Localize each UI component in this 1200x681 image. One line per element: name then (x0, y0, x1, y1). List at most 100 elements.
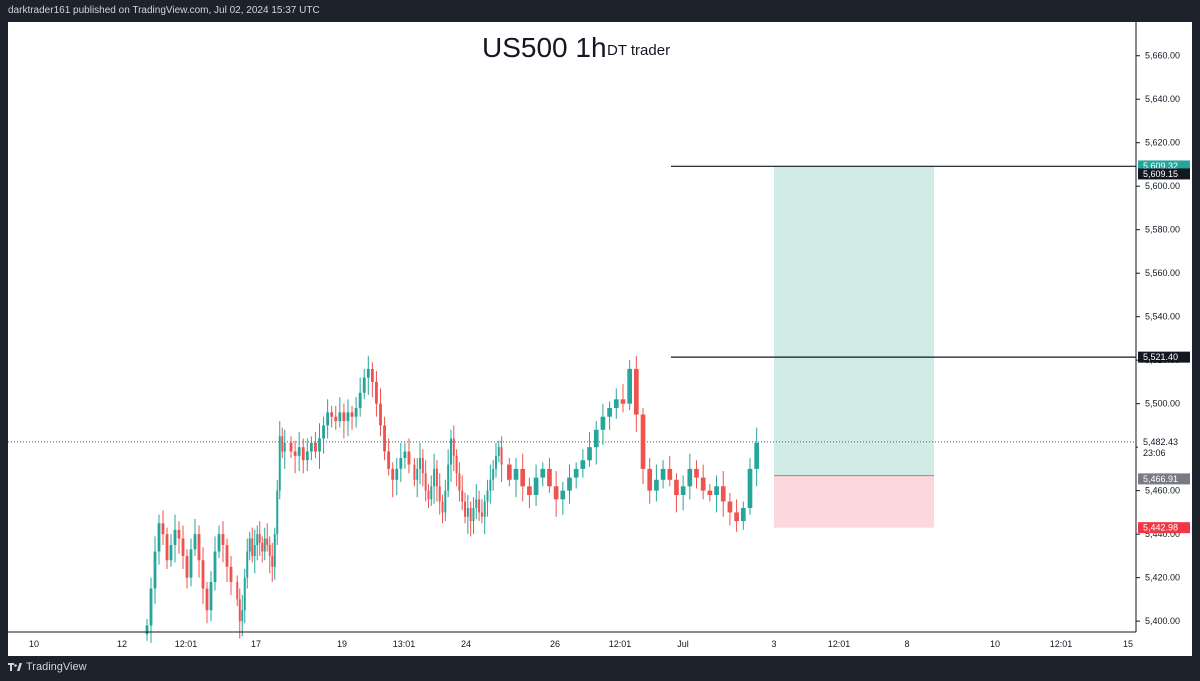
candle[interactable] (464, 492, 467, 524)
candle[interactable] (297, 431, 301, 472)
candle[interactable] (567, 464, 572, 504)
candle[interactable] (419, 442, 422, 485)
current-price-tag[interactable] (1138, 436, 1190, 459)
candle[interactable] (338, 397, 342, 428)
candle[interactable] (600, 403, 606, 445)
candle[interactable] (314, 431, 317, 459)
candle[interactable] (435, 460, 438, 502)
candle[interactable] (322, 416, 325, 454)
candle[interactable] (189, 538, 193, 587)
candle[interactable] (654, 464, 659, 502)
candle[interactable] (330, 405, 334, 428)
candle[interactable] (727, 492, 733, 526)
candle[interactable] (674, 473, 679, 513)
candle[interactable] (305, 438, 309, 472)
candle[interactable] (580, 449, 586, 478)
candle[interactable] (173, 514, 177, 563)
candle[interactable] (469, 501, 472, 537)
candle[interactable] (268, 536, 271, 574)
candle[interactable] (634, 355, 639, 432)
candle[interactable] (209, 571, 213, 622)
candle[interactable] (413, 458, 416, 487)
candle[interactable] (201, 547, 205, 604)
candle[interactable] (273, 527, 276, 580)
candle[interactable] (350, 405, 354, 430)
candle[interactable] (379, 388, 382, 437)
candle[interactable] (362, 368, 366, 400)
candle[interactable] (403, 442, 407, 469)
candle[interactable] (293, 440, 297, 474)
candle[interactable] (520, 453, 526, 502)
candle[interactable] (587, 431, 592, 467)
candle[interactable] (486, 479, 489, 517)
candle[interactable] (613, 388, 619, 419)
candle[interactable] (478, 490, 481, 522)
candle[interactable] (458, 462, 461, 502)
candle[interactable] (472, 497, 475, 535)
candle[interactable] (153, 536, 157, 604)
candle[interactable] (383, 416, 386, 461)
candle[interactable] (197, 525, 201, 578)
candle[interactable] (720, 471, 726, 517)
candle[interactable] (553, 471, 559, 517)
candle[interactable] (366, 355, 370, 395)
candle[interactable] (700, 464, 706, 500)
candle[interactable] (258, 521, 261, 556)
candle[interactable] (241, 595, 244, 637)
loss-zone[interactable] (774, 475, 934, 528)
candle[interactable] (680, 475, 686, 511)
candle[interactable] (687, 453, 693, 500)
chart-area[interactable]: 5,400.005,420.005,440.005,460.005,480.00… (8, 22, 1192, 656)
candle[interactable] (358, 377, 362, 417)
candle[interactable] (430, 475, 433, 506)
candle[interactable] (263, 527, 266, 561)
candle[interactable] (281, 427, 284, 459)
candle[interactable] (540, 462, 546, 487)
candle[interactable] (342, 403, 346, 439)
candle[interactable] (734, 499, 739, 532)
candle[interactable] (492, 460, 495, 491)
candle[interactable] (261, 536, 264, 563)
candle[interactable] (251, 527, 254, 563)
candle[interactable] (229, 555, 233, 596)
tradingview-logo[interactable]: TradingView (8, 661, 87, 673)
candle[interactable] (694, 460, 699, 489)
candle[interactable] (145, 618, 149, 641)
candle[interactable] (177, 521, 181, 554)
candle[interactable] (318, 423, 321, 469)
candle[interactable] (289, 436, 293, 459)
candle[interactable] (433, 453, 436, 504)
candle[interactable] (326, 399, 330, 439)
candle[interactable] (667, 455, 673, 487)
candle[interactable] (391, 462, 395, 498)
candle[interactable] (225, 538, 229, 582)
candle[interactable] (560, 481, 566, 515)
candle[interactable] (494, 442, 497, 478)
stop-loss-tag[interactable] (1138, 522, 1190, 534)
candle[interactable] (181, 525, 185, 569)
entry-tag[interactable] (1138, 473, 1190, 485)
candle[interactable] (246, 538, 249, 589)
candle[interactable] (513, 458, 519, 498)
candle[interactable] (238, 588, 241, 639)
candle[interactable] (444, 479, 447, 522)
candle[interactable] (461, 475, 464, 511)
candle[interactable] (354, 397, 358, 428)
candle[interactable] (647, 458, 653, 504)
candle[interactable] (452, 425, 455, 472)
candle[interactable] (301, 438, 305, 474)
candle[interactable] (497, 440, 500, 463)
candle[interactable] (395, 458, 399, 496)
candle[interactable] (157, 514, 161, 565)
candle[interactable] (165, 527, 169, 569)
key-level-tag-1[interactable] (1138, 168, 1190, 180)
candle[interactable] (370, 362, 374, 398)
candle[interactable] (500, 436, 503, 482)
candle[interactable] (271, 542, 274, 582)
candle[interactable] (193, 518, 197, 556)
candle[interactable] (248, 531, 251, 561)
candle[interactable] (416, 458, 419, 498)
candle[interactable] (438, 473, 441, 515)
candle[interactable] (660, 460, 666, 489)
key-level-tag-2[interactable] (1138, 351, 1190, 363)
